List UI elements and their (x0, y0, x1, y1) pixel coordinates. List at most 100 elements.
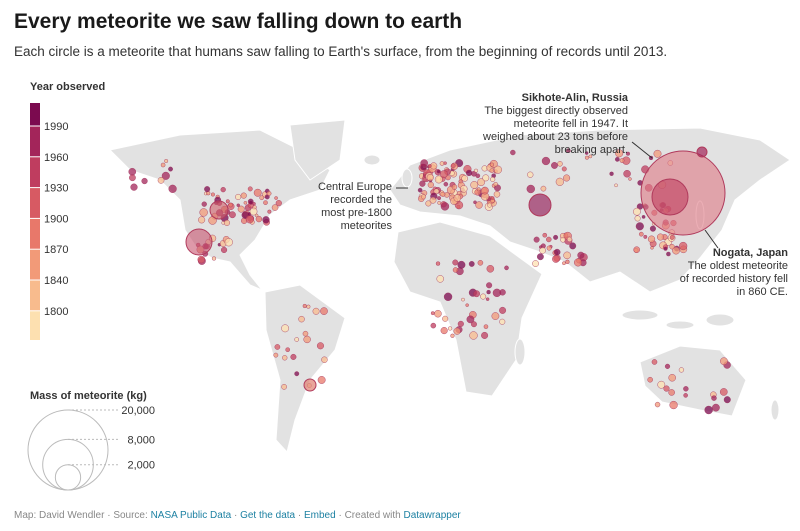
meteorite-dot (679, 241, 688, 251)
meteorite-dot (266, 191, 272, 196)
meteorite-dot (316, 342, 324, 350)
embed-link[interactable]: Embed (304, 510, 336, 521)
meteorite-dot (641, 215, 646, 219)
leader-line (704, 229, 719, 249)
annotation-text: weighed about 23 tons before (482, 131, 628, 143)
color-swatch (30, 156, 40, 188)
legend-tick-label: 1840 (44, 275, 68, 287)
meteorite-dot (491, 312, 500, 320)
meteorite-dot (719, 388, 728, 396)
meteorite-dot (584, 155, 589, 160)
meteorite-dot (443, 292, 453, 301)
meteorite-dot (638, 231, 644, 237)
meteorite-dot (477, 260, 484, 266)
meteorite-dot (669, 400, 678, 410)
meteorite-dot (526, 184, 535, 194)
meteorite-dot (253, 188, 262, 197)
meteorite-dot (499, 306, 507, 314)
source-link[interactable]: NASA Public Data (150, 510, 232, 521)
annotation-title: Sikhote-Alin, Russia (522, 92, 629, 104)
meteorite-dot (633, 207, 641, 216)
color-swatch (30, 280, 40, 311)
meteorite-dot (626, 151, 630, 156)
annotation-text: Central Europe (318, 181, 392, 193)
annotation-text: The biggest directly observed (484, 105, 628, 117)
meteorite-dot (666, 251, 671, 257)
meteorite-dot (450, 333, 455, 338)
meteorite-dot (546, 245, 552, 251)
meteorite-dot (614, 157, 620, 162)
meteorite-dot (485, 297, 490, 301)
meteorite-dot (480, 293, 487, 300)
meteorite-dot (228, 202, 234, 208)
meteorite-dot (452, 259, 459, 266)
meteorite-dot (255, 215, 263, 223)
meteorite (209, 200, 229, 220)
meteorite-dot (221, 246, 228, 253)
meteorite-dot (499, 318, 506, 325)
meteorite-dot (614, 183, 618, 188)
meteorite-dot (476, 187, 481, 192)
meteorite-dot (199, 208, 208, 217)
meteorite-dot (672, 246, 680, 255)
meteorite-dot (427, 181, 434, 188)
meteorite-dot (271, 204, 279, 211)
meteorite (696, 146, 708, 158)
data-link[interactable]: Get the data (240, 510, 296, 521)
meteorite-dot (128, 167, 137, 176)
meteorite-dot (430, 311, 435, 316)
meteorite-dot (473, 290, 480, 298)
meteorite-dot (452, 267, 459, 273)
meteorite-dot (457, 260, 466, 269)
meteorite-dot (481, 331, 489, 339)
meteorite-dot (649, 225, 656, 232)
meteorite-dot (298, 315, 305, 323)
meteorite-dot (643, 234, 648, 239)
meteorite-dot (483, 324, 489, 329)
meteorite-dot (468, 261, 475, 267)
meteorite-dot (263, 200, 268, 205)
meteorite-dot (220, 187, 226, 193)
leaders (396, 141, 719, 249)
meteorite (528, 193, 552, 217)
meteorite-dot (557, 161, 563, 167)
meteorite-dot (663, 246, 668, 251)
meteorite-dot (302, 303, 307, 309)
meteorite-dot (453, 194, 462, 202)
meteorite-dot (437, 196, 442, 201)
meteorite-dot (532, 260, 539, 267)
meteorite-dot (451, 184, 458, 190)
meteorite-dot (466, 315, 475, 324)
meteorite-dot (245, 215, 254, 224)
meteorite-dot (321, 356, 328, 363)
meteorite-dot (436, 169, 441, 174)
legend-tick-label: 1800 (44, 306, 68, 318)
legend-tick-label: 1870 (44, 244, 68, 256)
color-swatch (30, 310, 40, 340)
title: Every meteorite we saw falling down to e… (14, 10, 463, 33)
annotation-text: of recorded history fell (680, 273, 788, 285)
meteorite-dot (533, 236, 540, 243)
meteorite-dot (588, 154, 593, 159)
meteorite-dot (197, 255, 206, 264)
annotation-text: most pre-1800 (321, 207, 392, 219)
meteorite-dot (563, 251, 571, 260)
meteorite-dot (237, 205, 245, 213)
meteorite-dot (490, 176, 496, 182)
meteorite-dot (471, 321, 477, 328)
meteorite-dot (651, 359, 658, 365)
meteorite-dot (546, 236, 552, 243)
meteorite-dot (302, 330, 309, 337)
meteorite-dot (712, 403, 720, 412)
color-swatch (30, 218, 40, 250)
meteorite-dot (211, 256, 217, 261)
meteorite-dot (477, 178, 485, 187)
meteorite-dot (563, 174, 571, 182)
tool-link[interactable]: Datawrapper (403, 510, 461, 521)
meteorite-dot (555, 177, 564, 186)
meteorite-dot (569, 242, 577, 250)
subtitle: Each circle is a meteorite that humans s… (14, 44, 668, 59)
meteorite-dot (635, 222, 644, 231)
